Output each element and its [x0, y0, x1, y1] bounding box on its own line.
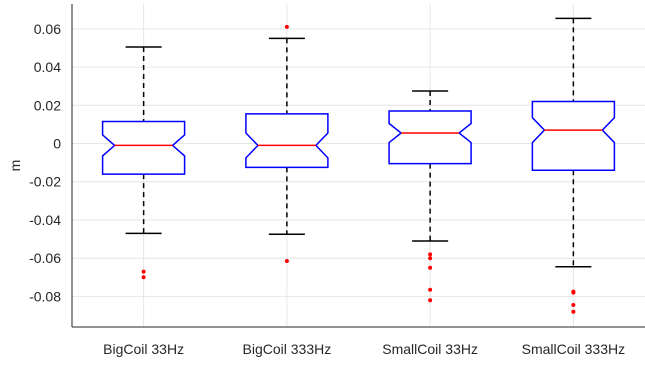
outlier-point	[571, 309, 576, 314]
x-tick-label: BigCoil 33Hz	[103, 341, 184, 357]
y-tick-label: 0	[53, 136, 61, 152]
x-tick-label: BigCoil 333Hz	[243, 341, 332, 357]
x-tick-label: SmallCoil 33Hz	[382, 341, 478, 357]
y-tick-label: 0.06	[34, 21, 61, 37]
notched-box	[388, 110, 472, 165]
notched-box	[101, 120, 186, 175]
y-tick-label: 0.02	[34, 97, 61, 113]
notched-box	[531, 100, 616, 172]
y-axis-label: m	[7, 160, 23, 172]
outlier-point	[141, 269, 146, 274]
outlier-point	[428, 287, 433, 292]
y-tick-label: -0.06	[29, 250, 61, 266]
outlier-point	[284, 259, 289, 264]
outlier-point	[571, 303, 576, 308]
outlier-point	[571, 290, 576, 295]
outlier-point	[428, 298, 433, 303]
outlier-point	[428, 256, 433, 261]
y-tick-label: 0.04	[34, 59, 61, 75]
notched-box	[245, 113, 329, 169]
y-tick-label: -0.02	[29, 174, 61, 190]
outlier-point	[284, 24, 289, 29]
y-tick-label: -0.04	[29, 212, 61, 228]
x-tick-label: SmallCoil 333Hz	[522, 341, 625, 357]
outlier-point	[428, 265, 433, 270]
outlier-point	[141, 275, 146, 280]
outlier-point	[428, 252, 433, 257]
y-tick-label: -0.08	[29, 288, 61, 304]
